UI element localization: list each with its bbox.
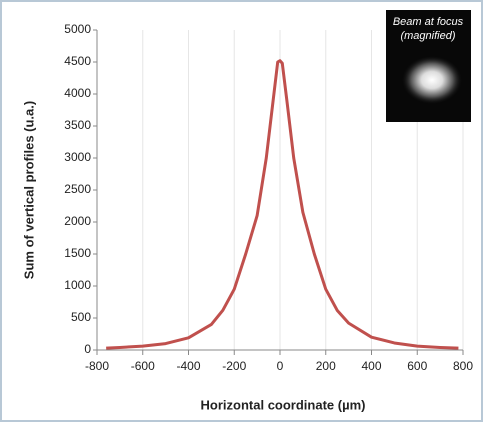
y-tick-label: 500: [71, 310, 91, 324]
x-tick-label: -600: [131, 359, 155, 373]
y-tick-label: 3000: [64, 150, 91, 164]
x-tick-label: -200: [222, 359, 246, 373]
y-axis-label: Sum of vertical profiles (u.a.): [21, 101, 36, 279]
y-tick-label: 4000: [64, 86, 91, 100]
x-tick-label: 600: [407, 359, 427, 373]
y-tick-label: 0: [84, 342, 91, 356]
x-tick-label: -400: [176, 359, 200, 373]
y-tick-label: 1500: [64, 246, 91, 260]
data-line: [106, 59, 459, 350]
x-tick-label: 200: [316, 359, 336, 373]
x-tick-label: -800: [85, 359, 109, 373]
x-tick-label: 400: [361, 359, 381, 373]
y-tick-label: 2500: [64, 182, 91, 196]
x-tick-label: 0: [277, 359, 284, 373]
x-axis-label: Horizontal coordinate (µm): [201, 397, 366, 412]
beam-spot: [402, 56, 462, 104]
y-tick-label: 4500: [64, 54, 91, 68]
x-tick-label: 800: [453, 359, 473, 373]
y-tick-label: 5000: [64, 22, 91, 36]
y-tick-label: 3500: [64, 118, 91, 132]
inset-title: Beam at focus: [393, 16, 464, 28]
y-tick-label: 1000: [64, 278, 91, 292]
inset-subtitle: (magnified): [400, 30, 455, 42]
y-tick-label: 2000: [64, 214, 91, 228]
